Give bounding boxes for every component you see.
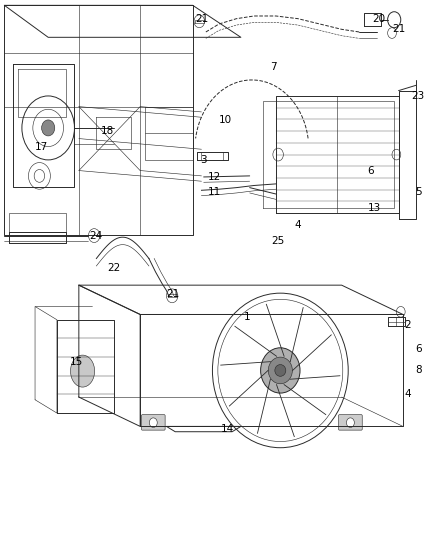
Text: 1: 1 [244, 312, 251, 322]
Text: 2: 2 [404, 320, 411, 330]
Text: 4: 4 [404, 390, 411, 399]
Ellipse shape [71, 355, 95, 387]
Text: 7: 7 [270, 62, 277, 71]
Ellipse shape [268, 357, 293, 384]
FancyBboxPatch shape [141, 415, 165, 430]
Text: 23: 23 [412, 91, 425, 101]
Circle shape [346, 418, 354, 427]
Text: 14: 14 [221, 424, 234, 434]
Text: 6: 6 [415, 344, 422, 354]
Ellipse shape [275, 365, 286, 376]
Text: 24: 24 [90, 231, 103, 240]
Circle shape [149, 418, 157, 427]
Text: 20: 20 [372, 14, 385, 23]
Text: 3: 3 [200, 155, 207, 165]
Circle shape [42, 120, 55, 136]
Text: 18: 18 [101, 126, 114, 135]
Text: 22: 22 [107, 263, 120, 272]
Text: 10: 10 [219, 115, 232, 125]
Ellipse shape [261, 348, 300, 393]
Text: 5: 5 [415, 187, 422, 197]
Text: 11: 11 [208, 187, 221, 197]
FancyBboxPatch shape [339, 415, 362, 430]
Text: 13: 13 [368, 203, 381, 213]
Text: 12: 12 [208, 172, 221, 182]
Text: 21: 21 [195, 14, 208, 23]
Text: 8: 8 [415, 366, 422, 375]
Text: 6: 6 [367, 166, 374, 175]
Text: 21: 21 [166, 289, 180, 299]
Text: 25: 25 [272, 236, 285, 246]
Text: 17: 17 [35, 142, 48, 151]
Text: 21: 21 [392, 25, 405, 34]
Text: 4: 4 [294, 220, 301, 230]
Text: 15: 15 [70, 358, 83, 367]
